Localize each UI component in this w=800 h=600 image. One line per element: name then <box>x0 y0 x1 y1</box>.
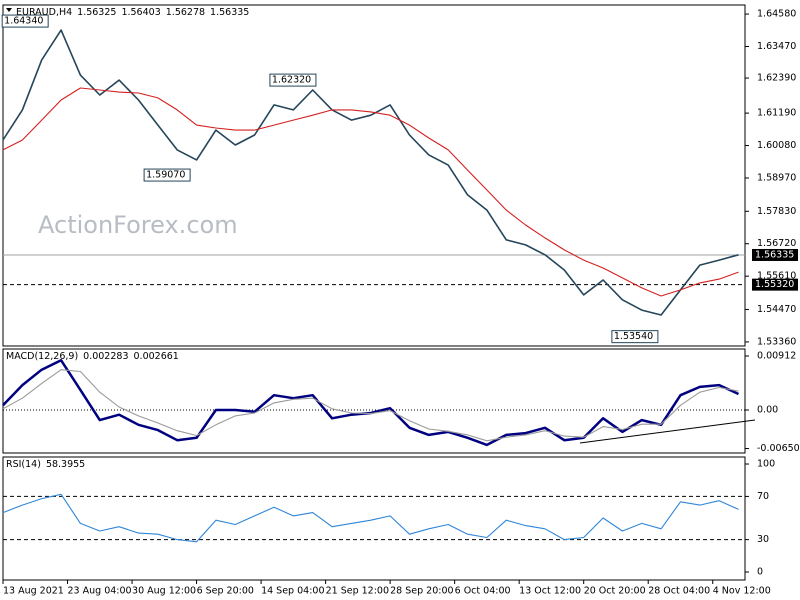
x-tick-label: 6 Sep 20:00 <box>197 586 254 597</box>
y-tick-label: 100 <box>757 459 775 470</box>
x-tick-label: 4 Nov 12:00 <box>713 586 771 597</box>
header-value: 1.56325 <box>77 7 116 18</box>
level-label: 1.55320 <box>755 279 794 290</box>
y-tick-label: -0.006506 <box>757 443 800 454</box>
series-line <box>2 87 739 297</box>
x-tick-label: 14 Sep 04:00 <box>261 586 324 597</box>
x-tick-label: 30 Aug 12:00 <box>132 586 196 597</box>
y-tick-label: 30 <box>757 534 769 545</box>
y-tick-label: 1.60080 <box>757 140 796 151</box>
series-line <box>2 369 739 442</box>
y-tick-label: 1.63470 <box>757 41 796 52</box>
pane-header: RSI(14) 58.3955 <box>6 459 85 470</box>
y-tick-label: 0.00912 <box>757 350 796 361</box>
pane-title: MACD(12,26,9) <box>6 351 78 362</box>
series-line <box>2 29 739 316</box>
x-tick-label: 28 Sep 20:00 <box>390 586 453 597</box>
x-tick-label: 23 Aug 04:00 <box>68 586 132 597</box>
y-tick-label: 0 <box>757 567 763 578</box>
series-line <box>2 359 740 447</box>
pane-title: EURAUD,H4 <box>16 7 72 18</box>
header-value: 1.56278 <box>166 7 205 18</box>
y-tick-label: 70 <box>757 491 769 502</box>
y-tick-label: 1.56720 <box>757 238 796 249</box>
y-tick-label: 0.00 <box>757 405 778 416</box>
header-value: 1.56335 <box>210 7 249 18</box>
header-value: 0.002661 <box>134 351 179 362</box>
watermark: ActionForex.com <box>38 211 238 239</box>
x-tick-label: 20 Oct 20:00 <box>584 586 646 597</box>
trend-line <box>579 419 756 444</box>
menu-arrow <box>6 8 12 12</box>
pane-frame <box>2 4 746 347</box>
y-tick-label: 1.55610 <box>757 271 796 282</box>
level-label-box <box>752 248 798 261</box>
y-tick-label: 1.64580 <box>757 9 796 20</box>
pane-frame <box>2 456 746 581</box>
annotation-box <box>1 14 49 28</box>
y-tick-label: 1.58970 <box>757 172 796 183</box>
header-value: 1.56403 <box>121 7 160 18</box>
annotation-box <box>143 168 191 182</box>
y-tick-label: 1.54470 <box>757 304 796 315</box>
annotation-label: 1.59070 <box>146 170 185 181</box>
level-label-box <box>752 278 798 291</box>
annotation-label: 1.62320 <box>272 75 311 86</box>
pane-header: MACD(12,26,9) 0.002283 0.002661 <box>6 351 179 362</box>
annotation-label: 1.64340 <box>4 16 43 27</box>
y-tick-label: 1.53360 <box>757 336 796 347</box>
y-tick-label: 1.61190 <box>757 108 796 119</box>
x-tick-label: 13 Aug 2021 <box>3 586 64 597</box>
annotation-label: 1.53540 <box>614 331 653 342</box>
series-line <box>2 493 739 543</box>
x-tick-label: 21 Sep 12:00 <box>326 586 389 597</box>
x-tick-label: 28 Oct 04:00 <box>648 586 710 597</box>
level-label: 1.56335 <box>755 249 794 260</box>
pane-title: RSI(14) <box>6 459 41 470</box>
x-tick-label: 13 Oct 12:00 <box>519 586 581 597</box>
pane-header: EURAUD,H4 1.56325 1.56403 1.56278 1.56335 <box>16 7 249 18</box>
y-tick-label: 1.57830 <box>757 206 796 217</box>
header-value: 58.3955 <box>46 459 85 470</box>
header-value: 0.002283 <box>83 351 128 362</box>
pane-frame <box>2 348 746 454</box>
annotation-box <box>611 330 659 344</box>
x-tick-label: 6 Oct 04:00 <box>455 586 511 597</box>
y-tick-label: 1.62390 <box>757 73 796 84</box>
annotation-box <box>269 73 317 87</box>
